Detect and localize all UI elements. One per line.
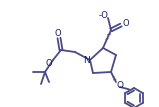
Text: O: O <box>117 82 124 91</box>
Text: O: O <box>46 59 52 68</box>
Text: O: O <box>55 28 61 37</box>
Text: O: O <box>123 19 129 27</box>
Text: -O: -O <box>99 10 109 19</box>
Text: N: N <box>84 56 90 65</box>
